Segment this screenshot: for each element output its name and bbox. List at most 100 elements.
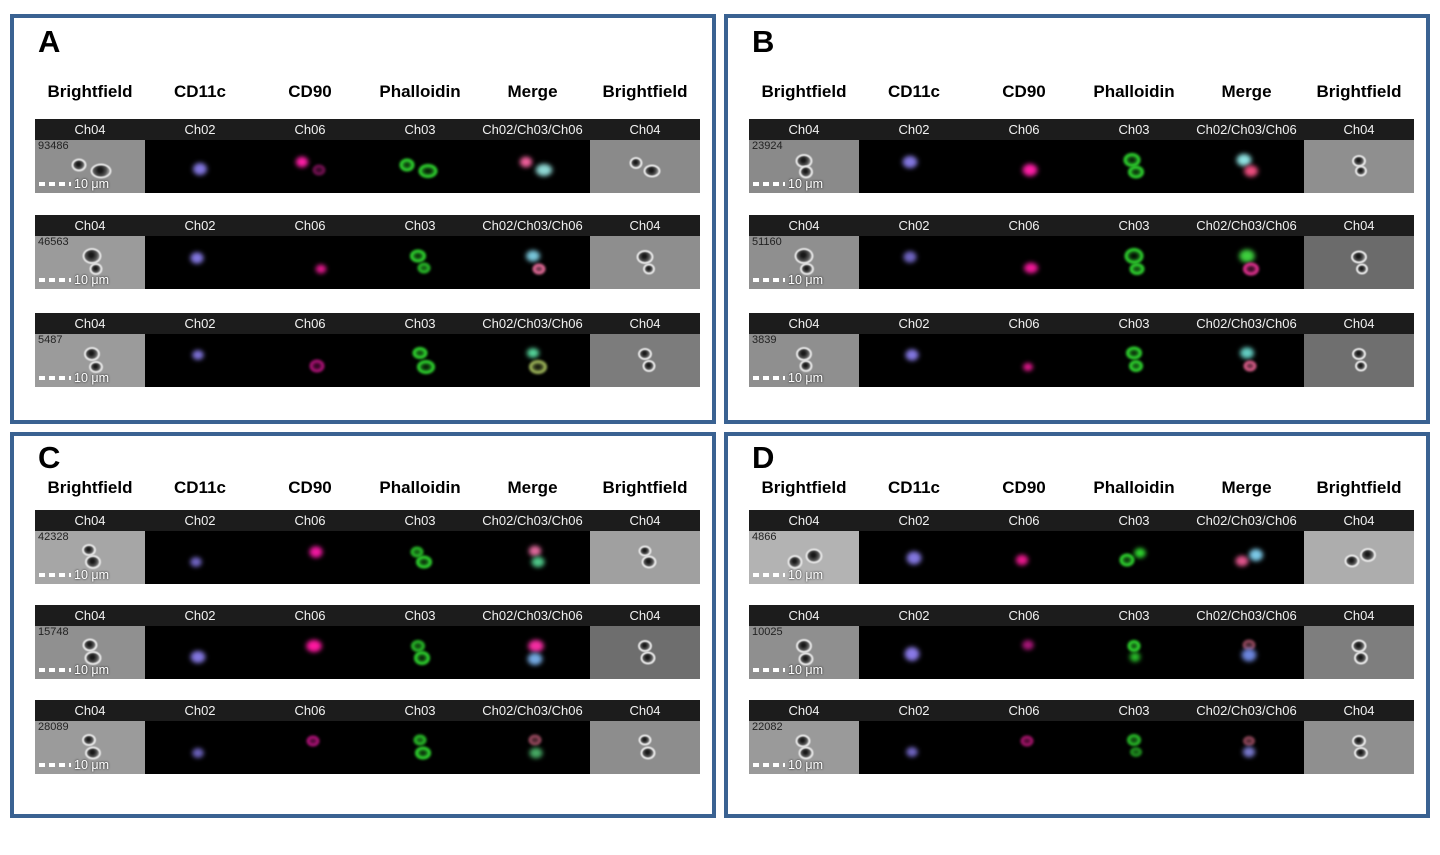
tile-ph xyxy=(365,334,475,387)
image-strip: Ch04 Ch02 Ch06 Ch03 Ch02/Ch03/Ch06 Ch04 10025 1… xyxy=(749,605,1414,679)
tile-cd90 xyxy=(969,531,1079,584)
tile-cd11c xyxy=(145,721,255,774)
panel-b: B Brightfield CD11c CD90 Phalloidin Merge Brig… xyxy=(724,14,1430,424)
scale-bar: 10 μm xyxy=(39,663,109,677)
panel-letter: A xyxy=(38,24,61,59)
tile-ph xyxy=(365,721,475,774)
cell-blob xyxy=(900,154,919,170)
cell-blob xyxy=(1235,152,1254,168)
cell-blob xyxy=(1247,547,1265,563)
tile-bf2 xyxy=(1304,334,1414,387)
tile-bf1: 5487 10 μm xyxy=(35,334,145,387)
panel-letter: D xyxy=(752,440,775,475)
tile-bf1: 23924 10 μm xyxy=(749,140,859,193)
cell-blob xyxy=(1123,152,1141,167)
channel-label: Ch04 xyxy=(74,122,106,137)
tile-merge xyxy=(475,236,590,289)
cell-blob xyxy=(805,548,823,564)
tile-bf1: 46563 10 μm xyxy=(35,236,145,289)
cell-blob xyxy=(638,639,652,652)
channel-label: Ch02/Ch03/Ch06 xyxy=(482,316,583,331)
cell-blob xyxy=(88,360,103,373)
column-header-merge: Merge xyxy=(1221,82,1272,101)
image-strip: Ch04 Ch02 Ch06 Ch03 Ch02/Ch03/Ch06 Ch04 28089 1… xyxy=(35,700,700,774)
cell-blob xyxy=(1238,346,1255,361)
image-strip: Ch04 Ch02 Ch06 Ch03 Ch02/Ch03/Ch06 Ch04 5487 10… xyxy=(35,313,700,387)
scale-bar-label: 10 μm xyxy=(788,663,823,677)
cell-blob xyxy=(787,554,803,569)
panel-c: C Brightfield CD11c CD90 Phalloidin Merge Brig… xyxy=(10,432,716,818)
tile-merge xyxy=(475,531,590,584)
channel-label: Ch04 xyxy=(1343,703,1375,718)
scale-bar: 10 μm xyxy=(39,177,109,191)
column-header-merge: Merge xyxy=(507,478,558,497)
scale-bar: 10 μm xyxy=(753,273,823,287)
column-header-cd11c: CD11c xyxy=(174,82,226,101)
cell-blob xyxy=(1129,263,1145,276)
image-tiles: 23924 10 μm xyxy=(749,140,1414,193)
column-header-phalloidin: Phalloidin xyxy=(1093,478,1175,497)
tile-cd90 xyxy=(969,236,1079,289)
channel-label: Ch04 xyxy=(1343,218,1375,233)
cell-blob xyxy=(90,163,112,179)
object-id: 22082 xyxy=(752,721,783,733)
channel-label: Ch02/Ch03/Ch06 xyxy=(482,608,583,623)
channel-label: Ch03 xyxy=(404,703,436,718)
cell-blob xyxy=(1237,247,1256,264)
tile-cd90 xyxy=(255,236,365,289)
cell-blob xyxy=(1022,261,1040,275)
cell-blob xyxy=(71,158,87,172)
tile-bf2 xyxy=(1304,531,1414,584)
image-strip: Ch04 Ch02 Ch06 Ch03 Ch02/Ch03/Ch06 Ch04 93486 1… xyxy=(35,119,700,193)
image-tiles: 28089 10 μm xyxy=(35,721,700,774)
cell-blob xyxy=(1020,162,1039,178)
cell-blob xyxy=(640,746,656,760)
channel-label: Ch03 xyxy=(1118,122,1150,137)
cell-blob xyxy=(1239,647,1258,664)
scale-bar: 10 μm xyxy=(753,663,823,677)
channel-label: Ch02 xyxy=(898,608,930,623)
image-strip: Ch04 Ch02 Ch06 Ch03 Ch02/Ch03/Ch06 Ch04 22082 1… xyxy=(749,700,1414,774)
channel-label: Ch02 xyxy=(898,122,930,137)
cell-blob xyxy=(190,747,205,760)
channel-label: Ch04 xyxy=(629,122,661,137)
channel-label: Ch03 xyxy=(1118,608,1150,623)
tile-ph xyxy=(1079,334,1189,387)
cell-blob xyxy=(636,249,654,264)
channel-label: Ch06 xyxy=(294,513,326,528)
tile-merge xyxy=(475,626,590,679)
tile-bf2 xyxy=(1304,236,1414,289)
channel-label: Ch04 xyxy=(629,218,661,233)
tile-bf2 xyxy=(1304,140,1414,193)
column-header-phalloidin: Phalloidin xyxy=(379,82,461,101)
channel-label: Ch04 xyxy=(1343,608,1375,623)
tile-cd11c xyxy=(145,531,255,584)
scale-bar: 10 μm xyxy=(753,177,823,191)
cell-blob xyxy=(796,638,812,653)
scale-bar-line xyxy=(39,277,71,283)
object-id: 28089 xyxy=(38,721,69,733)
scale-bar-label: 10 μm xyxy=(788,177,823,191)
cell-blob xyxy=(309,359,325,373)
cell-blob xyxy=(1022,361,1035,372)
scale-bar-line xyxy=(753,277,785,283)
scale-bar-line xyxy=(753,572,785,578)
cell-blob xyxy=(188,251,205,266)
scale-bar-line xyxy=(39,181,71,187)
channel-header-bar: Ch04 Ch02 Ch06 Ch03 Ch02/Ch03/Ch06 Ch04 xyxy=(35,605,700,626)
scale-bar-line xyxy=(753,375,785,381)
channel-label: Ch03 xyxy=(1118,703,1150,718)
cell-blob xyxy=(641,555,657,569)
channel-label: Ch04 xyxy=(74,703,106,718)
cell-blob xyxy=(902,645,921,663)
channel-label: Ch06 xyxy=(1008,218,1040,233)
tile-merge xyxy=(1189,140,1304,193)
cell-blob xyxy=(188,555,203,568)
cell-blob xyxy=(1351,639,1367,653)
cell-blob xyxy=(1119,553,1135,567)
cell-blob xyxy=(314,263,328,275)
tile-merge xyxy=(1189,236,1304,289)
cell-blob xyxy=(416,359,435,374)
cell-blob xyxy=(640,651,656,665)
image-tiles: 15748 10 μm xyxy=(35,626,700,679)
